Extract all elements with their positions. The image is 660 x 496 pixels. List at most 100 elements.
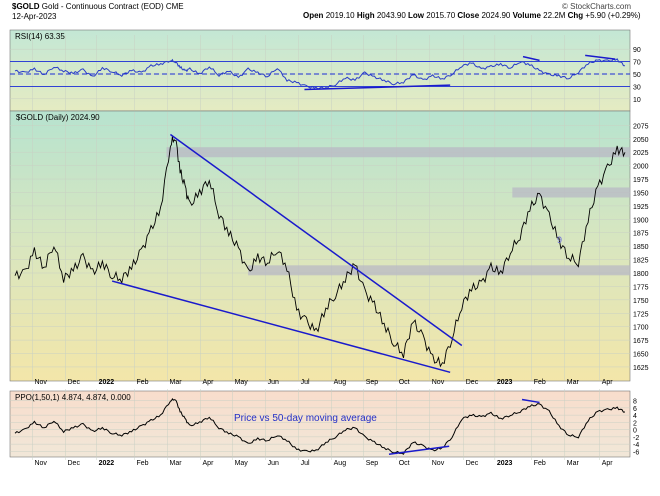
change-value: +5.90 (+0.29%) [585, 11, 641, 20]
ppo-title: PPO(1,50,1) 4.874, 4.874, 0.000 [15, 393, 131, 402]
x-axis-label: Nov [34, 379, 47, 386]
x-axis-label: Mar [567, 460, 580, 467]
rsi-lows-trendline [304, 84, 451, 91]
price-tick-label: 1750 [633, 298, 649, 305]
ppo-tick-label: -2 [633, 435, 639, 442]
resistance-zone [512, 187, 630, 198]
ppo-tick-label: 0 [633, 428, 637, 435]
resistance-zone [248, 265, 630, 276]
x-axis-label: 2023 [497, 460, 513, 467]
price-tick-label: 1925 [633, 204, 649, 211]
price-tick-label: 1950 [633, 190, 649, 197]
header-ohlc: Open 2019.10 High 2043.90 Low 2015.70 Cl… [303, 11, 641, 20]
x-axis-label: Nov [432, 460, 445, 467]
x-axis-label: 2022 [99, 379, 115, 386]
ppo-panel [9, 390, 631, 458]
ppo-tick-label: -4 [633, 442, 639, 449]
price-tick-label: 1900 [633, 217, 649, 224]
x-axis-label: Jul [301, 379, 310, 386]
x-axis-label: Nov [432, 379, 445, 386]
rsi-title: RSI(14) 63.35 [15, 32, 65, 41]
x-axis-label: Dec [466, 460, 479, 467]
rsi-highs-trendline [522, 55, 540, 62]
header-date: 12-Apr-2023 [12, 12, 56, 21]
x-axis-label: 2023 [497, 379, 513, 386]
symbol: $GOLD [12, 2, 40, 11]
price-tick-label: 1775 [633, 284, 649, 291]
credit: © StockCharts.com [562, 2, 632, 11]
price-tick-label: 1975 [633, 177, 649, 184]
x-axis-label: Jun [268, 460, 279, 467]
x-axis-label: Jun [268, 379, 279, 386]
x-axis-label: Mar [170, 460, 183, 467]
x-axis-label: Oct [399, 460, 410, 467]
volume-value: 22.2M [543, 11, 566, 20]
price-tick-label: 2025 [633, 150, 649, 157]
price-tick-label: 1675 [633, 338, 649, 345]
x-axis-label: Feb [136, 379, 148, 386]
ppo-tick-label: 4 [633, 413, 637, 420]
x-axis-label: Dec [68, 460, 81, 467]
x-axis-label: May [235, 460, 249, 467]
x-axis-label: Oct [399, 379, 410, 386]
date: 12-Apr-2023 [12, 12, 57, 21]
x-axis-label: Dec [466, 379, 479, 386]
x-axis-label: May [235, 379, 249, 386]
x-axis-label: Feb [534, 379, 546, 386]
ppo-tick-label: 6 [633, 406, 637, 413]
rsi-tick-label: 70 [633, 60, 641, 67]
rsi-tick-label: 10 [633, 97, 641, 104]
price-tick-label: 1700 [633, 325, 649, 332]
x-axis-label: Apr [203, 379, 215, 386]
x-axis-label: 2022 [99, 460, 115, 467]
rsi-panel [9, 29, 631, 112]
high-value: 2043.90 [376, 11, 406, 20]
price-tick-label: 1650 [633, 352, 649, 359]
price-title: $GOLD (Daily) 2024.90 [16, 113, 100, 122]
x-axis-label: Sep [366, 460, 379, 467]
price-note-9: 9 [557, 235, 562, 245]
exchange: CME [165, 2, 184, 11]
ppo-annotation-text: Price vs 50-day moving average [234, 413, 377, 424]
price-tick-label: 1625 [633, 365, 649, 372]
x-axis-label: Mar [170, 379, 183, 386]
x-axis-label: Jul [301, 460, 310, 467]
rsi-tick-label: 90 [633, 47, 641, 54]
price-tick-label: 1725 [633, 311, 649, 318]
price-tick-label: 2000 [633, 164, 649, 171]
rsi-series-line [14, 58, 626, 90]
price-series-line [14, 136, 626, 368]
instrument-name: Gold - Continuous Contract (EOD) [41, 2, 164, 11]
x-axis-label: Feb [534, 460, 546, 467]
x-axis-label: Apr [203, 460, 215, 467]
open-value: 2019.10 [325, 11, 355, 20]
ppo-tick-label: -6 [633, 449, 639, 456]
resistance-zone [166, 147, 630, 158]
x-axis-label: Sep [366, 379, 379, 386]
x-axis-label: Apr [602, 460, 614, 467]
ppo-series-line [14, 397, 626, 455]
low-value: 2015.70 [426, 11, 456, 20]
ppo-tick-label: 8 [633, 399, 637, 406]
x-axis-label: Feb [136, 460, 148, 467]
x-axis-label: Aug [334, 460, 347, 467]
ppo-lows-trendline [388, 445, 450, 456]
price-tick-label: 1800 [633, 271, 649, 278]
price-tick-label: 1825 [633, 258, 649, 265]
price-tick-label: 1875 [633, 231, 649, 238]
x-axis-label: Apr [602, 379, 614, 386]
wedge-upper-trendline [169, 133, 463, 347]
rsi-tick-label: 50 [633, 72, 641, 79]
rsi-highs-trendline-2 [585, 54, 616, 60]
ppo-tick-label: 2 [633, 420, 637, 427]
x-axis-label: Aug [334, 379, 347, 386]
price-tick-label: 2050 [633, 137, 649, 144]
x-axis-label: Dec [68, 379, 81, 386]
x-axis-label: Nov [34, 460, 47, 467]
wedge-lower-trendline [111, 280, 451, 374]
x-axis-label: Mar [567, 379, 580, 386]
header-symbol-line: $GOLD Gold - Continuous Contract (EOD) C… [12, 2, 184, 11]
rsi-tick-label: 30 [633, 84, 641, 91]
ppo-highs-trendline [521, 398, 540, 404]
